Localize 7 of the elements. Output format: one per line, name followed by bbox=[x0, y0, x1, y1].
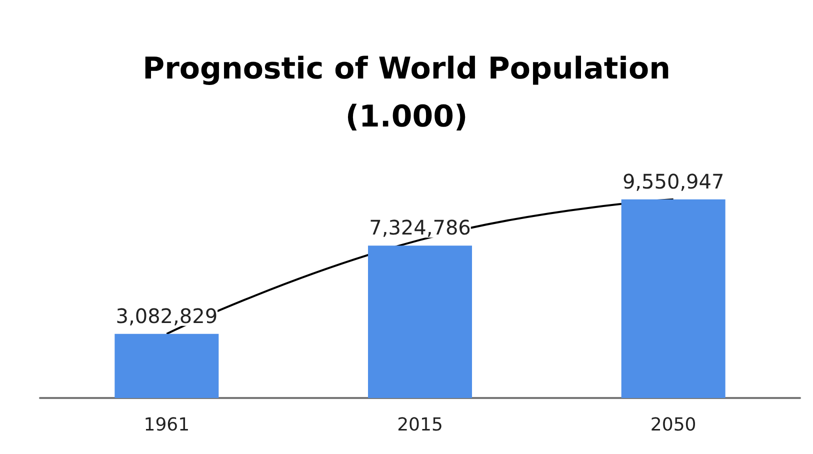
data-label: 9,550,947 bbox=[622, 169, 724, 194]
x-tick-label: 2050 bbox=[650, 414, 696, 436]
chart-title: Prognostic of World Population (1.000) bbox=[142, 52, 670, 134]
data-label: 7,324,786 bbox=[369, 216, 471, 240]
x-tick-label: 2015 bbox=[397, 414, 443, 436]
data-label: 3,082,829 bbox=[116, 304, 218, 328]
x-tick-label: 1961 bbox=[144, 414, 190, 436]
